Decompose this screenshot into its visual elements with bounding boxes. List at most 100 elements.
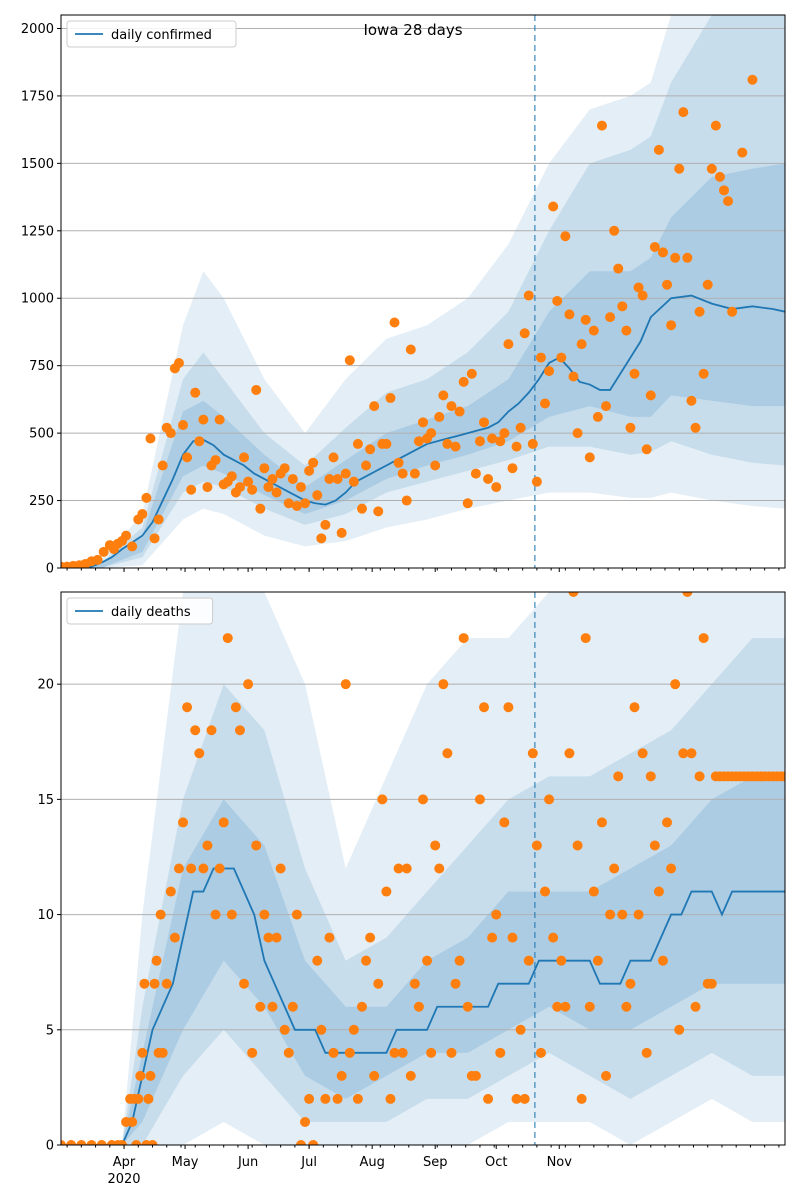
data-point: [283, 1047, 294, 1058]
data-point: [649, 840, 660, 851]
data-point: [507, 932, 518, 943]
band-middle: [61, 638, 785, 1145]
x-tick-label: Aug: [359, 1155, 384, 1170]
data-point: [442, 438, 453, 449]
data-point: [308, 457, 319, 468]
data-point: [155, 909, 166, 920]
data-point: [145, 1070, 156, 1081]
data-point: [234, 482, 245, 493]
data-point: [519, 328, 530, 339]
data-point: [560, 1001, 571, 1012]
data-point: [393, 457, 404, 468]
data-point: [434, 863, 445, 874]
data-point: [605, 909, 616, 920]
y-tick-label: 5: [46, 1023, 54, 1038]
data-point: [344, 1047, 355, 1058]
data-point: [580, 314, 591, 325]
data-point: [332, 473, 343, 484]
data-point: [747, 74, 758, 85]
data-point: [397, 468, 408, 479]
y-tick-label: 1000: [21, 292, 54, 307]
y-tick-label: 1500: [21, 157, 54, 172]
data-point: [714, 171, 725, 182]
data-point: [479, 702, 490, 713]
data-point: [686, 748, 697, 759]
data-point: [629, 368, 640, 379]
data-point: [141, 492, 152, 503]
data-point: [450, 441, 461, 452]
data-point: [328, 452, 339, 463]
data-point: [336, 1070, 347, 1081]
data-point: [678, 107, 689, 118]
data-point: [458, 376, 469, 387]
data-point: [645, 390, 656, 401]
data-point: [336, 527, 347, 538]
data-point: [304, 465, 315, 476]
data-point: [609, 863, 620, 874]
data-point: [255, 1001, 266, 1012]
x-tick-label: Oct: [485, 1155, 507, 1170]
data-point: [153, 514, 164, 525]
data-point: [151, 955, 162, 966]
data-point: [178, 420, 189, 431]
data-point: [474, 794, 485, 805]
data-point: [389, 1047, 400, 1058]
data-point: [503, 702, 514, 713]
data-point: [210, 909, 221, 920]
data-point: [239, 452, 250, 463]
data-point: [76, 1140, 87, 1145]
data-point: [487, 433, 498, 444]
data-point: [149, 533, 160, 544]
uncertainty-bands: [61, 592, 785, 1145]
data-point: [304, 1093, 315, 1104]
data-point: [780, 771, 785, 782]
data-point: [418, 794, 428, 805]
y-tick-label: 1250: [21, 224, 54, 239]
data-point: [678, 748, 689, 759]
data-point: [515, 1024, 526, 1035]
data-point: [96, 1140, 107, 1145]
data-point: [182, 452, 193, 463]
data-point: [470, 468, 481, 479]
data-point: [462, 1001, 473, 1012]
data-point: [698, 633, 709, 644]
data-point: [352, 438, 363, 449]
y-tick-label: 2000: [21, 22, 54, 37]
data-point: [145, 433, 156, 444]
legend-box: [66, 20, 237, 48]
data-point: [674, 1024, 685, 1035]
data-point: [121, 530, 132, 541]
data-point: [540, 886, 551, 897]
band-inner: [61, 776, 785, 1145]
data-point: [295, 482, 306, 493]
data-point: [737, 147, 748, 158]
data-point: [564, 748, 575, 759]
data-point: [291, 909, 302, 920]
data-point: [127, 541, 138, 552]
data-point: [226, 909, 237, 920]
data-point: [198, 414, 209, 425]
data-point: [397, 1047, 408, 1058]
data-point: [556, 955, 567, 966]
data-point: [458, 633, 469, 644]
data-point: [588, 886, 599, 897]
y-tick-label: 500: [29, 427, 54, 442]
data-point: [601, 401, 612, 412]
data-point: [723, 196, 734, 207]
data-point: [66, 1140, 77, 1145]
data-point: [580, 633, 591, 644]
data-point: [544, 794, 555, 805]
observed-points: [61, 592, 785, 1145]
data-point: [527, 438, 538, 449]
data-point: [596, 817, 607, 828]
y-tick-label: 20: [37, 678, 54, 693]
data-point: [98, 546, 109, 557]
data-point: [251, 840, 262, 851]
data-point: [454, 406, 465, 417]
data-point: [641, 1047, 652, 1058]
data-point: [601, 1070, 612, 1081]
data-point: [418, 417, 428, 428]
data-point: [361, 955, 372, 966]
data-point: [230, 702, 241, 713]
data-point: [186, 484, 197, 495]
